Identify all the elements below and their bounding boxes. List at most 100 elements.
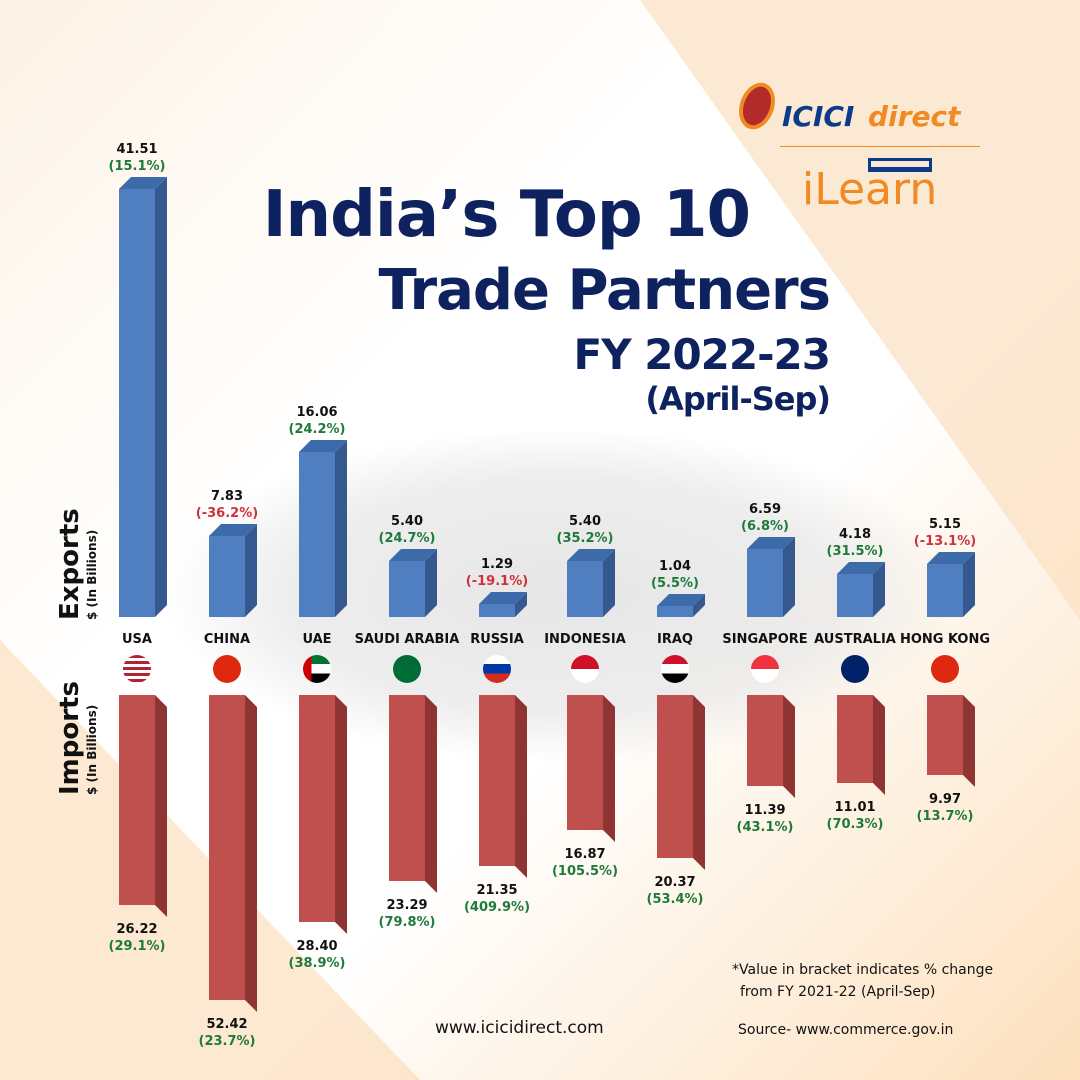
export-bar-side (155, 177, 167, 617)
import-bar-side (425, 695, 437, 894)
import-value: 20.37 (654, 874, 696, 890)
export-bar-side (245, 524, 257, 617)
export-value: 5.40 (568, 514, 602, 530)
flag-ru-icon (483, 655, 511, 683)
export-value: 1.29 (480, 556, 514, 572)
export-value: 5.40 (390, 514, 424, 530)
flag-sa-icon (393, 655, 421, 683)
footnote-2: from FY 2021-22 (April-Sep) (740, 984, 936, 1000)
import-bar-side (155, 695, 167, 917)
export-value: 16.06 (296, 404, 338, 420)
import-bar (657, 695, 693, 858)
country-label: RUSSIA (470, 632, 524, 647)
export-change: (5.5%) (651, 576, 699, 592)
import-change: (13.7%) (916, 808, 974, 824)
export-change: (24.7%) (378, 531, 436, 547)
import-bar-side (693, 695, 705, 870)
title-line-2: Trade Partners (378, 258, 831, 323)
export-change: (24.2%) (288, 421, 346, 437)
export-change: (-36.2%) (195, 506, 259, 522)
export-value: 1.04 (658, 559, 692, 575)
flag-au-icon (841, 655, 869, 683)
import-bar-side (603, 695, 615, 842)
import-bar-side (873, 695, 885, 796)
import-bar-side (335, 695, 347, 935)
import-change: (53.4%) (646, 891, 704, 907)
import-bar-side (515, 695, 527, 878)
export-value: 41.51 (116, 142, 158, 158)
export-bar (657, 606, 693, 617)
import-bar-side (783, 695, 795, 799)
flag-id-icon (571, 655, 599, 683)
export-value: 6.59 (748, 502, 782, 518)
export-change: (31.5%) (826, 543, 884, 559)
import-bar (299, 695, 335, 923)
divider (780, 146, 980, 147)
country-label: IRAQ (657, 632, 693, 647)
export-value: 7.83 (210, 489, 244, 505)
import-value: 26.22 (116, 921, 158, 937)
country-label: HONG KONG (899, 632, 991, 647)
import-value: 52.42 (206, 1017, 248, 1032)
import-bar (927, 695, 963, 775)
import-value: 11.39 (744, 803, 786, 819)
export-bar (209, 536, 245, 617)
title-line-1: India’s Top 10 (262, 178, 751, 252)
flag-ae-icon (303, 655, 331, 683)
title-line-3: FY 2022-23 (573, 330, 831, 379)
export-bar (389, 561, 425, 617)
world-map-icon (170, 430, 950, 760)
footnote: *Value in bracket indicates % change (732, 962, 994, 978)
import-change: (105.5%) (551, 863, 619, 879)
country-label: SINGAPORE (722, 632, 808, 647)
export-change: (-19.1%) (465, 573, 529, 589)
import-value: 9.97 (928, 791, 962, 807)
import-change: (409.9%) (463, 899, 531, 915)
import-bar-side (963, 695, 975, 787)
exports-unit: $ (In Billions) (85, 529, 99, 620)
export-bar (567, 561, 603, 617)
import-change: (79.8%) (378, 915, 436, 931)
export-change: (15.1%) (108, 159, 166, 175)
country-label: SAUDI ARABIA (354, 632, 460, 647)
country-label: AUSTRALIA (814, 632, 896, 647)
flag-us-icon (123, 655, 151, 683)
import-bar (837, 695, 873, 784)
import-value: 23.29 (386, 898, 428, 914)
import-bar (119, 695, 155, 905)
import-change: (38.9%) (288, 956, 346, 972)
icici-i-icon (732, 77, 782, 135)
website-link[interactable]: www.icicidirect.com (435, 1018, 604, 1038)
exports-label: Exports (55, 508, 85, 620)
imports-label: Imports (55, 681, 85, 795)
country-label: UAE (302, 632, 332, 647)
export-bar (837, 573, 873, 617)
country-label: USA (122, 632, 152, 647)
export-change: (35.2%) (556, 531, 614, 547)
import-value: 11.01 (834, 800, 876, 816)
source-note: Source- www.commerce.gov.in (738, 1022, 954, 1038)
ilearn-logo: iLearn (802, 164, 938, 215)
export-value: 4.18 (838, 526, 872, 542)
import-change: (23.7%) (198, 1034, 256, 1049)
import-bar (209, 695, 245, 1000)
export-bar-side (783, 537, 795, 617)
flag-hk-icon (931, 655, 959, 683)
export-bar (119, 189, 155, 617)
import-value: 16.87 (564, 846, 606, 862)
export-bar (747, 549, 783, 617)
import-change: (70.3%) (826, 817, 884, 833)
exports-axis-label: Exports $ (In Billions) (55, 508, 99, 620)
import-value: 28.40 (296, 939, 338, 955)
icici-direct-logo: ICICI direct iLearn (732, 77, 980, 222)
country-label: CHINA (203, 632, 251, 647)
flag-sg-icon (751, 655, 779, 683)
export-change: (6.8%) (741, 519, 789, 535)
imports-unit: $ (In Billions) (85, 704, 99, 795)
logo-brand: ICICI (782, 100, 855, 133)
export-bar-side (335, 439, 347, 617)
imports-axis-label: Imports $ (In Billions) (55, 681, 99, 795)
import-change: (29.1%) (108, 938, 166, 954)
logo-brand-direct: direct (868, 100, 961, 133)
